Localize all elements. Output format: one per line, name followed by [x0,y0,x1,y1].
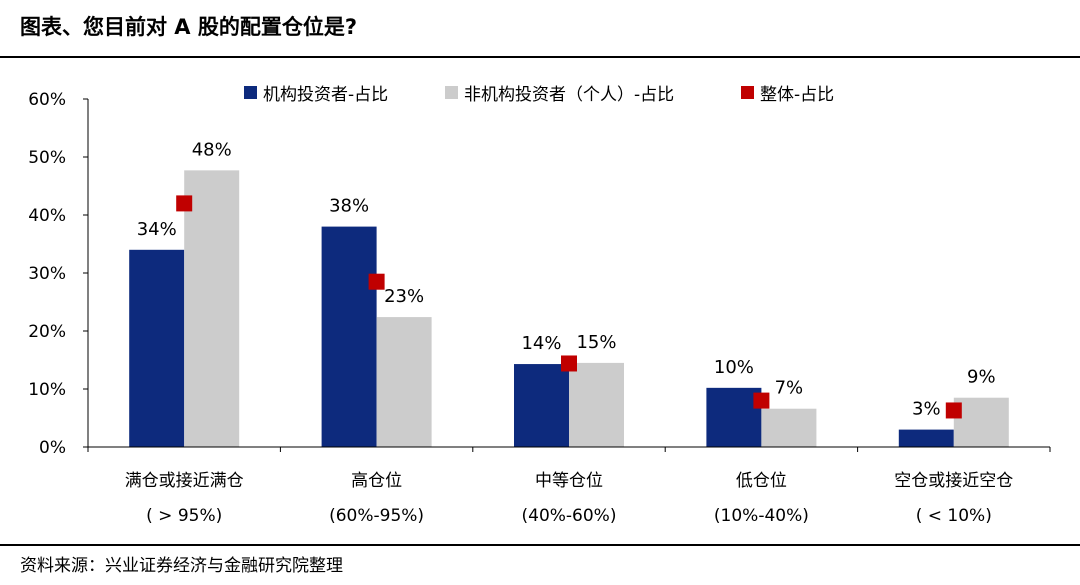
y-tick-label: 50% [28,148,66,168]
x-tick-label: 中等仓位 [535,471,603,491]
data-label-individual: 48% [192,139,232,160]
bar-institutional [898,429,954,447]
legend-item-individual-swatch [445,86,458,99]
chart-markers [176,195,962,419]
bar-individual [953,397,1009,447]
y-tick-label: 10% [28,380,66,400]
bar-institutional [129,249,185,447]
x-tick-label-range: (60%-95%) [329,506,424,526]
data-label-institutional: 34% [137,219,177,240]
x-tick-label: 高仓位 [351,471,402,491]
x-tick-label: 空仓或接近空仓 [894,471,1013,491]
y-tick-label: 30% [28,264,66,284]
data-label-individual: 9% [967,367,996,388]
x-tick-label-range: (40%-60%) [522,506,617,526]
x-tick-label-range: ( < 10%) [916,506,992,526]
legend-item-overall-swatch [741,86,754,99]
legend-item-individual-label: 非机构投资者（个人）-占比 [464,85,674,105]
data-label-institutional: 14% [521,333,561,354]
source-note: 资料来源：兴业证券经济与金融研究院整理 [20,556,343,576]
bar-chart: 机构投资者-占比 非机构投资者（个人）-占比 整体-占比 34% 48% 38% 23% 1… [28,85,1051,526]
bar-institutional [321,226,377,447]
y-tick-label: 60% [28,90,66,110]
legend-item-institutional-label: 机构投资者-占比 [263,85,388,105]
title-divider [0,56,1080,58]
y-tick-label: 0% [39,438,66,458]
marker-overall [561,355,577,372]
data-label-institutional: 10% [714,357,754,378]
data-label-institutional: 3% [912,399,941,420]
y-tick-label: 20% [28,322,66,342]
data-label-individual: 7% [775,378,804,399]
bar-individual [761,408,817,447]
chart-data-labels: 34% 48% 38% 23% 14% 15% 10% 7% 3% 9% [137,139,996,419]
x-tick-label-range: ( > 95%) [146,506,222,526]
data-label-individual: 23% [384,286,424,307]
x-tick-label: 满仓或接近满仓 [125,471,244,491]
legend-item-institutional-swatch [244,86,257,99]
bar-individual [569,362,624,447]
x-tick-label-range: (10%-40%) [714,506,809,526]
bar-institutional [706,387,762,447]
marker-overall [176,195,193,212]
marker-overall [368,273,385,290]
bar-individual [184,170,240,447]
x-tick-label: 低仓位 [736,471,787,491]
chart-bars [129,170,1009,447]
chart-axes: 0% 10% 20% 30% 40% 50% 60% 满仓或接近满仓 ( > 95%) 高仓位 (6… [28,90,1051,526]
marker-overall [945,402,962,419]
legend-item-overall-label: 整体-占比 [760,85,834,105]
y-tick-label: 40% [28,206,66,226]
chart-legend: 机构投资者-占比 非机构投资者（个人）-占比 整体-占比 [244,85,834,105]
marker-overall [753,392,770,409]
data-label-individual: 15% [576,332,616,353]
page-title: 图表、您目前对 A 股的配置仓位是? [20,15,358,39]
data-label-institutional: 38% [329,196,369,217]
bar-institutional [514,364,569,447]
footer-divider [0,544,1080,546]
bar-individual [376,317,432,447]
